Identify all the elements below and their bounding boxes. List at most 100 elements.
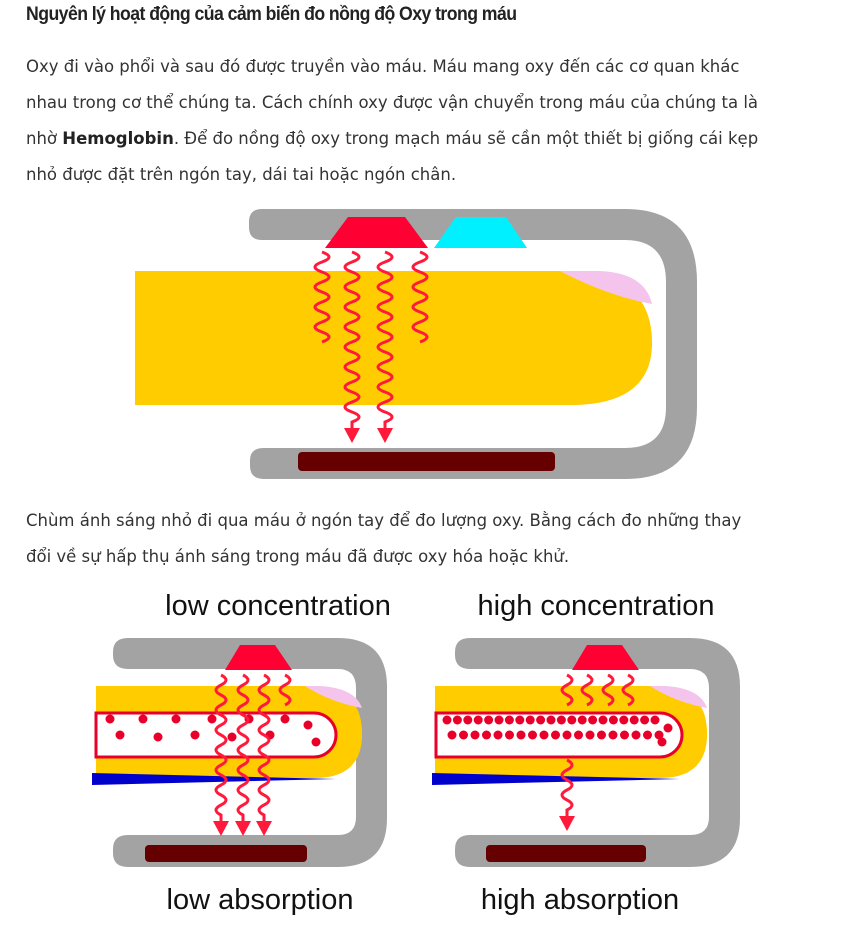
light-waves bbox=[313, 250, 429, 443]
fingernail bbox=[560, 271, 652, 304]
fingernail bbox=[305, 686, 362, 708]
blood-cell bbox=[105, 714, 115, 724]
blood-cell bbox=[585, 730, 595, 740]
blood-cell bbox=[311, 737, 321, 747]
blood-cell bbox=[640, 715, 650, 725]
blood-cell bbox=[442, 715, 452, 725]
blood-cell bbox=[657, 737, 667, 747]
light-wave bbox=[411, 250, 429, 344]
red-light-emitter bbox=[572, 645, 639, 670]
arrow-head-icon bbox=[213, 821, 229, 836]
intro-line-3: nhờ Hemoglobin. Để đo nồng độ oxy trong … bbox=[26, 121, 826, 157]
blood-cell bbox=[459, 730, 468, 740]
blood-cell bbox=[115, 730, 125, 740]
blood-cell bbox=[171, 714, 181, 724]
light-waves bbox=[213, 673, 292, 836]
blood-cell bbox=[536, 715, 546, 725]
light-wave bbox=[376, 250, 394, 428]
finger-shape bbox=[135, 271, 653, 405]
red-light-emitter bbox=[325, 217, 428, 248]
intro-line-3-start: nhờ bbox=[26, 129, 63, 148]
blood-cell bbox=[207, 714, 217, 724]
blood-cell bbox=[631, 730, 641, 740]
clip-body bbox=[113, 638, 387, 867]
intro-paragraph: Oxy đi vào phổi và sau đó được truyền và… bbox=[26, 49, 826, 193]
intro-line-3-end: . Để đo nồng độ oxy trong mạch máu sẽ cầ… bbox=[173, 129, 759, 148]
blood-cell bbox=[525, 715, 535, 725]
light-wave bbox=[257, 673, 271, 821]
intro-line-4: nhỏ được đặt trên ngón tay, dái tai hoặc… bbox=[26, 165, 457, 184]
light-detector bbox=[298, 452, 555, 471]
explanation-line-1: Chùm ánh sáng nhỏ đi qua máu ở ngón tay … bbox=[26, 511, 742, 530]
blood-cell bbox=[494, 715, 504, 725]
low-absorption-label: low absorption bbox=[167, 884, 354, 916]
blood-cell bbox=[463, 715, 473, 725]
arrow-head-icon bbox=[559, 816, 575, 831]
blood-cell bbox=[643, 730, 652, 740]
light-wave bbox=[560, 758, 574, 816]
blood-cell bbox=[539, 730, 549, 740]
light-waves bbox=[559, 673, 635, 831]
arrow-head-icon bbox=[256, 821, 272, 836]
blood-cell bbox=[138, 714, 148, 724]
blood-cell bbox=[470, 730, 480, 740]
light-wave bbox=[313, 250, 331, 344]
vein bbox=[92, 773, 336, 785]
blood-cell bbox=[654, 730, 664, 740]
low-concentration-label: low concentration bbox=[165, 590, 391, 622]
light-wave bbox=[621, 673, 635, 707]
high-concentration-label: high concentration bbox=[478, 590, 715, 622]
blood-cell bbox=[227, 732, 237, 742]
blood-cell bbox=[597, 730, 606, 740]
blood-cell bbox=[567, 715, 577, 725]
light-wave bbox=[214, 673, 228, 821]
blood-cell bbox=[574, 730, 583, 740]
arrow-head-icon bbox=[377, 428, 393, 443]
high-absorption-label: high absorption bbox=[481, 884, 679, 916]
blood-cell bbox=[505, 730, 514, 740]
red-light-emitter bbox=[225, 645, 292, 670]
blood-cell bbox=[153, 732, 163, 742]
blood-cell bbox=[482, 730, 491, 740]
blood-cell bbox=[577, 715, 587, 725]
blood-cell bbox=[598, 715, 608, 725]
blood-cell bbox=[551, 730, 560, 740]
blood-cell bbox=[303, 720, 313, 730]
blood-cell bbox=[515, 715, 525, 725]
explanation-line-2: đổi về sự hấp thụ ánh sáng trong máu đã … bbox=[26, 547, 570, 566]
infrared-light-emitter bbox=[434, 217, 527, 248]
explanation-paragraph: Chùm ánh sáng nhỏ đi qua máu ở ngón tay … bbox=[26, 503, 826, 575]
blood-cell bbox=[650, 715, 660, 725]
intro-line-1: Oxy đi vào phổi và sau đó được truyền và… bbox=[26, 57, 740, 76]
intro-line-2: nhau trong cơ thể chúng ta. Cách chính o… bbox=[26, 93, 759, 112]
blood-cell bbox=[619, 715, 629, 725]
blood-cell bbox=[484, 715, 494, 725]
article-title: Nguyên lý hoạt động của cảm biến đo nồng… bbox=[26, 4, 517, 25]
blood-vessel bbox=[94, 711, 338, 759]
blood-cell bbox=[588, 715, 598, 725]
vein bbox=[432, 773, 680, 785]
blood-cell bbox=[608, 730, 618, 740]
blood-cell bbox=[663, 723, 673, 733]
blood-cell bbox=[447, 730, 457, 740]
blood-cell bbox=[562, 730, 572, 740]
blood-cell bbox=[452, 715, 462, 725]
blood-cell bbox=[493, 730, 503, 740]
blood-cell bbox=[629, 715, 639, 725]
blood-cell bbox=[473, 715, 483, 725]
light-wave bbox=[236, 673, 250, 821]
clip-body bbox=[455, 638, 740, 867]
blood-cell bbox=[556, 715, 566, 725]
blood-cell bbox=[528, 730, 537, 740]
blood-cell bbox=[516, 730, 526, 740]
blood-cell bbox=[504, 715, 514, 725]
absorption-comparison-figure: low concentration high concentration low… bbox=[92, 590, 740, 916]
blood-cell bbox=[546, 715, 556, 725]
high-concentration-panel bbox=[432, 638, 740, 867]
light-wave bbox=[601, 673, 615, 707]
light-detector bbox=[486, 845, 646, 862]
low-concentration-panel bbox=[92, 638, 387, 867]
light-wave bbox=[343, 250, 361, 428]
blood-cell bbox=[280, 714, 290, 724]
fingernail bbox=[650, 686, 707, 708]
